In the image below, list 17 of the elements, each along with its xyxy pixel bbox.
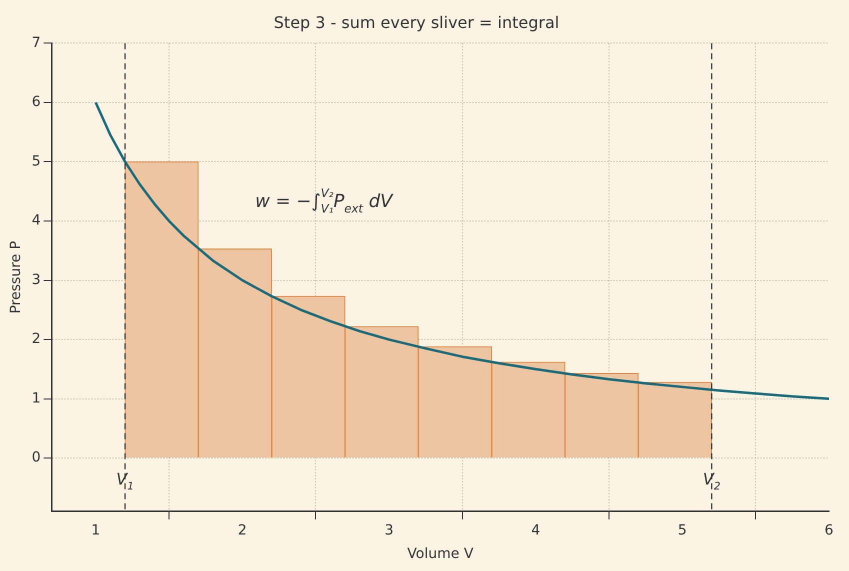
y-axis-title: Pressure P — [8, 240, 24, 314]
y-tick-label: 2 — [32, 331, 41, 348]
y-tick-label: 0 — [32, 450, 41, 466]
x-axis-title: Volume V — [407, 546, 474, 562]
chart-title: Step 3 - sum every sliver = integral — [274, 12, 560, 32]
x-tick-label: 2 — [238, 522, 247, 538]
x-tick-label: 3 — [384, 522, 394, 538]
y-tick-label: 4 — [32, 212, 41, 229]
y-tick-label: 3 — [32, 272, 41, 288]
y-tick-label: 7 — [32, 34, 41, 51]
x-tick-label: 5 — [678, 522, 687, 538]
x-tick-label: 6 — [824, 522, 834, 538]
y-tick-label: 1 — [32, 390, 41, 406]
y-tick-label: 5 — [32, 153, 41, 170]
x-tick-label: 4 — [531, 522, 540, 538]
x-tick-label: 1 — [91, 522, 100, 538]
y-tick-label: 6 — [32, 94, 41, 110]
